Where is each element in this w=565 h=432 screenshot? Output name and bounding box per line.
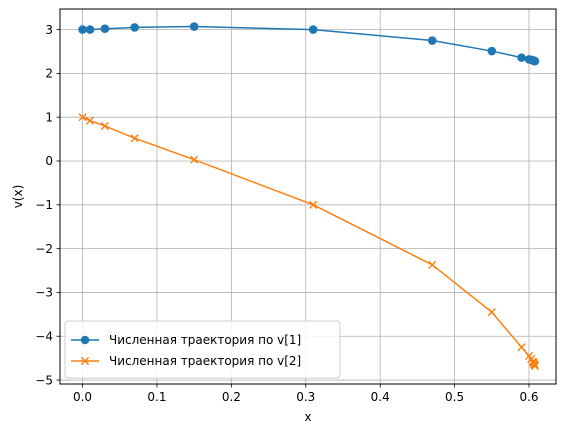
data-point-v2: [131, 135, 138, 142]
x-tick-label: 0.4: [371, 390, 390, 404]
series-line-v1: [83, 27, 535, 62]
data-point-v1: [531, 57, 540, 66]
y-tick-label: −5: [35, 373, 53, 387]
data-point-v1: [130, 23, 139, 32]
y-axis-label: v(x): [11, 185, 25, 209]
data-point-v2: [101, 122, 108, 129]
x-tick-label: 0.3: [296, 390, 315, 404]
data-point-v2: [86, 117, 93, 124]
y-tick-label: 1: [45, 110, 53, 124]
y-tick-label: −1: [35, 198, 53, 212]
y-tick-label: 2: [45, 67, 53, 81]
legend: Численная траектория по v[1] Численная т…: [65, 321, 340, 378]
legend-label-v1: Численная траектория по v[1]: [109, 333, 301, 347]
legend-label-v2: Численная траектория по v[2]: [109, 354, 301, 368]
y-tick-label: −2: [35, 242, 53, 256]
legend-marker-v1: [81, 336, 90, 345]
data-point-v2: [191, 156, 198, 163]
data-point-v1: [428, 36, 437, 45]
y-tick-label: −4: [35, 329, 53, 343]
x-tick-label: 0.2: [222, 390, 241, 404]
x-tick-label: 0.5: [445, 390, 464, 404]
data-point-v1: [190, 22, 199, 31]
y-tick-label: 3: [45, 23, 53, 37]
data-point-v2: [488, 309, 495, 316]
x-tick-label: 0.1: [147, 390, 166, 404]
data-point-v1: [487, 47, 496, 56]
data-point-v1: [309, 25, 318, 34]
data-point-v1: [101, 24, 110, 33]
plot-series: [78, 22, 539, 369]
data-point-v1: [517, 53, 526, 62]
legend-box: [65, 321, 340, 378]
data-point-v2: [518, 344, 525, 351]
x-axis-label: x: [304, 410, 311, 424]
data-point-v2: [429, 261, 436, 268]
x-tick-label: 0.0: [73, 390, 92, 404]
x-tick-label: 0.6: [519, 390, 538, 404]
data-point-v1: [86, 25, 95, 34]
y-tick-label: −3: [35, 286, 53, 300]
y-tick-label: 0: [45, 154, 53, 168]
data-point-v1: [78, 25, 87, 34]
